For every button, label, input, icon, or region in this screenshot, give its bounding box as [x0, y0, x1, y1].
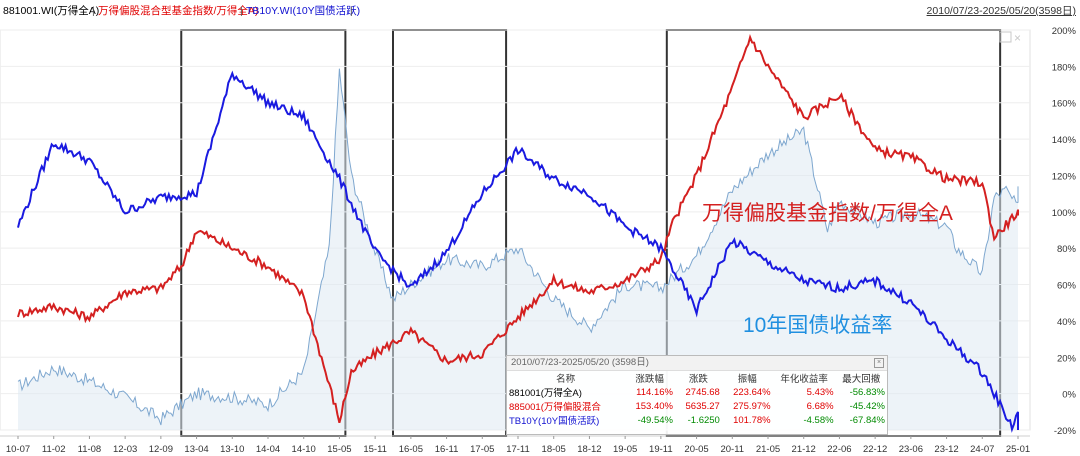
- x-tick-label: 25-01: [1006, 444, 1030, 455]
- stats-column-header[interactable]: 涨跌: [688, 374, 708, 385]
- stats-row[interactable]: 881001(万得全A) 114.16% 2745.68 223.64% 5.43% -5…: [507, 385, 887, 400]
- x-tick-label: 11-08: [78, 444, 102, 455]
- x-tick-label: 21-12: [792, 444, 816, 455]
- x-tick-label: 22-06: [827, 444, 851, 455]
- date-range-label[interactable]: 2010/07/23-2025/05/20(3598日): [926, 5, 1076, 17]
- x-tick-label: 13-04: [184, 444, 208, 455]
- y-tick-label: 120%: [1052, 171, 1077, 182]
- x-tick-label: 20-05: [684, 444, 708, 455]
- stats-cell: -1.6250: [687, 414, 720, 426]
- stats-row[interactable]: TB10Y(10Y国债活跃) -49.54% -1.6250 101.78% -4.58…: [507, 413, 887, 428]
- annotations: 万得偏股基金指数/万得全A 10年国债收益率: [702, 202, 953, 337]
- x-tick-label: 18-05: [542, 444, 566, 455]
- stats-cell: 114.16%: [636, 386, 673, 398]
- x-tick-label: 22-12: [863, 444, 887, 455]
- legend-separator: |: [92, 5, 95, 17]
- close-chart-icon[interactable]: ×: [1014, 31, 1021, 45]
- x-tick-label: 24-07: [970, 444, 994, 455]
- y-tick-label: -20%: [1054, 426, 1077, 437]
- restore-icon[interactable]: [999, 31, 1012, 43]
- x-tick-label: 19-11: [649, 444, 673, 455]
- chart-toolbar: ×: [999, 31, 1021, 45]
- legend-item-wind-all-a[interactable]: 881001.WI(万得全A): [3, 5, 100, 17]
- stats-row-name: 885001(万得偏股混合: [509, 402, 601, 413]
- stats-panel: 2010/07/23-2025/05/20 (3598日) × 名称 涨跌幅 涨跌 振…: [506, 355, 888, 435]
- y-tick-label: 100%: [1052, 208, 1077, 219]
- x-tick-label: 14-04: [256, 444, 280, 455]
- stats-cell: 223.64%: [733, 386, 771, 398]
- y-tick-label: 80%: [1057, 244, 1077, 255]
- x-tick-label: 15-11: [363, 444, 387, 455]
- stats-row[interactable]: 885001(万得偏股混合 153.40% 5635.27 275.97% 6.68% -…: [507, 399, 887, 414]
- x-tick-label: 16-05: [399, 444, 423, 455]
- x-tick-label: 16-11: [435, 444, 459, 455]
- stats-panel-title: 2010/07/23-2025/05/20 (3598日) ×: [507, 356, 887, 371]
- series-layer: [17, 34, 1019, 433]
- stats-column-header[interactable]: 振幅: [737, 374, 757, 385]
- x-axis: 10-07 11-02 11-08 12-03 12-09 13-04 13-10 14-04…: [0, 435, 1030, 455]
- x-tick-label: 19-05: [613, 444, 637, 455]
- stats-cell: -56.83%: [849, 386, 885, 398]
- y-tick-label: 0%: [1062, 390, 1076, 401]
- x-tick-label: 15-05: [327, 444, 351, 455]
- y-tick-label: 200%: [1052, 26, 1077, 37]
- x-tick-label: 21-05: [756, 444, 780, 455]
- legend-item-tb10y[interactable]: TB10Y.WI(10Y国债活跃): [246, 5, 361, 17]
- x-tick-label: 17-05: [470, 444, 494, 455]
- x-tick-label: 17-11: [506, 444, 530, 455]
- stats-table: 名称 涨跌幅 涨跌 振幅 年化收益率 最大回撤 881001(万得全A) 114.16% 27…: [507, 371, 887, 427]
- legend-item-fund-index-ratio[interactable]: 万得偏股混合型基金指数/万得全A): [98, 5, 259, 17]
- series-line-fund-index-ratio: [17, 34, 1019, 424]
- stats-column-header[interactable]: 名称: [556, 374, 576, 385]
- stats-cell: 101.78%: [733, 414, 771, 426]
- y-tick-label: 160%: [1052, 99, 1077, 110]
- x-tick-label: 18-12: [577, 444, 601, 455]
- stats-cell: -4.58%: [803, 414, 834, 426]
- series-line-tb10y: [17, 70, 1019, 433]
- x-tick-label: 23-12: [934, 444, 958, 455]
- stats-cell: 5.43%: [806, 386, 834, 398]
- y-tick-label: 140%: [1052, 135, 1077, 146]
- stats-cell: -45.42%: [849, 400, 885, 412]
- stats-cell: 5635.27: [685, 400, 720, 412]
- y-tick-label: 40%: [1057, 317, 1077, 328]
- series-line-wind-all-a: [17, 68, 1019, 426]
- stats-row-name: 881001(万得全A): [509, 388, 582, 399]
- series-area-wind-all-a: [18, 68, 1018, 430]
- x-tick-label: 10-07: [6, 444, 30, 455]
- x-tick-label: 14-10: [292, 444, 316, 455]
- stats-cell: -49.54%: [637, 414, 673, 426]
- x-tick-label: 23-06: [899, 444, 923, 455]
- stats-cell: -67.84%: [849, 414, 885, 426]
- close-icon[interactable]: ×: [874, 358, 884, 368]
- stats-column-header[interactable]: 最大回撤: [842, 374, 881, 385]
- annotation-10y-yield: 10年国债收益率: [743, 314, 892, 337]
- x-tick-label: 12-09: [149, 444, 173, 455]
- legend-separator: |: [240, 5, 243, 17]
- x-tick-label: 13-10: [220, 444, 244, 455]
- y-tick-label: 20%: [1057, 353, 1077, 364]
- x-tick-label: 12-03: [113, 444, 137, 455]
- legend-separator: |: [350, 5, 353, 17]
- stats-title-text: 2010/07/23-2025/05/20 (3598日): [511, 357, 649, 368]
- stats-header-row: 名称 涨跌幅 涨跌 振幅 年化收益率 最大回撤: [507, 371, 887, 385]
- stats-cell: 6.68%: [806, 400, 834, 412]
- y-tick-label: 60%: [1057, 281, 1077, 292]
- stats-cell: 2745.68: [685, 386, 720, 398]
- x-tick-label: 20-11: [720, 444, 744, 455]
- stats-cell: 275.97%: [733, 400, 771, 412]
- stats-column-header[interactable]: 年化收益率: [780, 374, 828, 385]
- stats-cell: 153.40%: [635, 400, 673, 412]
- stats-row-name: TB10Y(10Y国债活跃): [509, 416, 600, 427]
- y-tick-label: 180%: [1052, 62, 1077, 73]
- stats-column-header[interactable]: 涨跌幅: [635, 374, 664, 385]
- x-tick-label: 11-02: [42, 444, 66, 455]
- chart-header: 881001.WI(万得全A) | 万得偏股混合型基金指数/万得全A) | TB…: [0, 0, 1080, 22]
- annotation-fund-ratio: 万得偏股基金指数/万得全A: [702, 202, 953, 225]
